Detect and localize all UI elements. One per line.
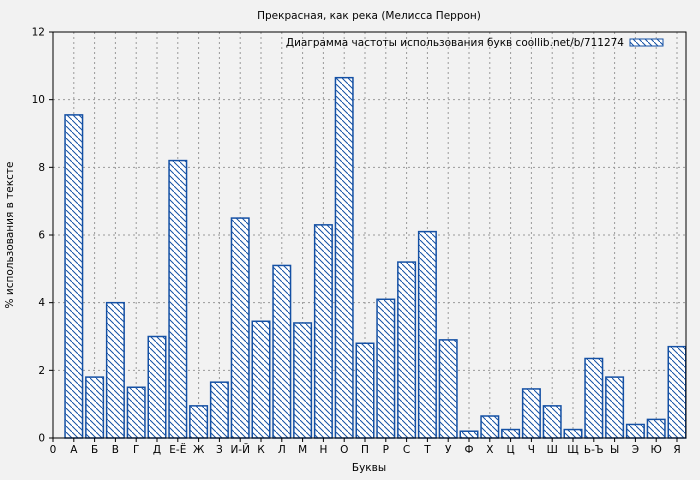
bar-К (251, 320, 271, 439)
bar-Г (126, 386, 146, 439)
bar-М (293, 322, 313, 439)
x-tick-label-У: У (445, 444, 452, 456)
bar-Я (667, 345, 687, 439)
y-tick-label-2: 2 (38, 365, 45, 377)
y-tick-label-12: 12 (32, 27, 45, 39)
bar-Т (417, 230, 437, 439)
x-tick-label-Ф: Ф (464, 444, 473, 456)
x-tick-label-Н: Н (319, 444, 327, 456)
bar-Ш (542, 405, 562, 439)
x-tick-label-Г: Г (133, 444, 139, 456)
bar-Ь-Ъ (584, 357, 604, 439)
bar-Щ (563, 428, 583, 439)
bar-Ы (605, 376, 625, 439)
bar-А (64, 114, 84, 439)
bar-З (209, 381, 229, 439)
y-tick-labels: 0 2 4 6 8 10 12 (32, 27, 46, 445)
x-axis-label: Буквы (352, 462, 386, 474)
bar-Д (147, 335, 167, 439)
x-tick-label-Р: Р (383, 444, 389, 456)
x-tick-label-Х: Х (486, 444, 493, 456)
x-tick-label-Ц: Ц (507, 444, 515, 456)
bar-У (438, 339, 458, 439)
bar-Ц (501, 428, 521, 439)
bar-В (105, 301, 125, 439)
x-tick-label-М: М (298, 444, 307, 456)
x-tick-label-В: В (112, 444, 119, 456)
chart-title: Прекрасная, как река (Мелисса Перрон) (257, 10, 481, 22)
axis-ticks (49, 31, 678, 442)
bar-Ж (189, 405, 209, 439)
bars-group (64, 76, 687, 439)
legend-swatch (629, 38, 664, 47)
x-tick-label-О: О (340, 444, 348, 456)
x-tick-label-Е-Ё: Е-Ё (169, 443, 186, 456)
y-axis-label: % использования в тексте (4, 162, 16, 309)
x-tick-label-З: З (216, 444, 223, 456)
x-tick-label-Щ: Щ (567, 444, 579, 456)
x-tick-label-П: П (361, 444, 369, 456)
bar-Ч (521, 388, 541, 439)
legend-label: Диаграмма частоты использования букв coo… (286, 37, 624, 49)
bar-И-Й (230, 217, 250, 439)
y-tick-label-0: 0 (38, 433, 45, 445)
x-tick-label-origin: 0 (50, 444, 57, 456)
x-tick-label-Ы: Ы (610, 444, 619, 456)
x-tick-label-Ь-Ъ: Ь-Ъ (584, 444, 604, 456)
bar-Н (313, 224, 333, 439)
y-tick-label-10: 10 (32, 94, 45, 106)
x-tick-label-Э: Э (632, 444, 639, 456)
x-tick-label-Б: Б (91, 444, 98, 456)
bar-Х (480, 415, 500, 439)
bar-Ф (459, 430, 479, 439)
x-tick-label-С: С (403, 444, 410, 456)
bar-Ю (646, 418, 666, 439)
y-tick-label-4: 4 (38, 297, 45, 309)
bar-С (397, 261, 417, 439)
x-tick-labels: 0 А Б В Г Д Е-Ё Ж З И-Й К Л М Н О П Р С Т У Ф Х Ц Ч Ш Щ Ь-Ъ Ы Э Ю Я (50, 443, 681, 456)
bar-Р (376, 298, 396, 439)
bar-П (355, 342, 375, 439)
bar-О (334, 76, 354, 439)
x-tick-label-И-Й: И-Й (230, 443, 250, 456)
bar-Е-Ё (168, 159, 188, 439)
x-tick-label-Ж: Ж (193, 444, 205, 456)
bar-Э (625, 423, 645, 439)
y-tick-label-6: 6 (38, 230, 45, 242)
bar-Б (85, 376, 105, 439)
x-tick-label-Л: Л (278, 444, 286, 456)
x-tick-label-Ч: Ч (528, 444, 535, 456)
y-tick-label-8: 8 (38, 162, 45, 174)
x-tick-label-Ш: Ш (547, 444, 558, 456)
bar-Л (272, 264, 292, 439)
x-tick-label-К: К (257, 444, 265, 456)
x-tick-label-Я: Я (673, 444, 680, 456)
x-tick-label-Д: Д (153, 444, 161, 456)
x-tick-label-А: А (70, 444, 78, 456)
x-tick-label-Ю: Ю (651, 444, 662, 456)
x-tick-label-Т: Т (423, 444, 431, 456)
